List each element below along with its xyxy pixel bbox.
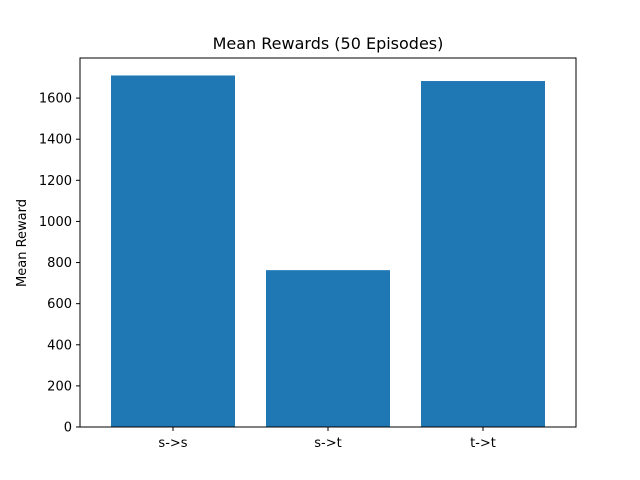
y-tick-label: 200 [47,379,72,394]
y-tick-label: 400 [47,338,72,353]
x-tick-label: t->t [470,436,496,451]
y-tick-label: 1000 [39,215,72,230]
x-tick-label: s->s [158,436,187,451]
bar-s->s [111,75,235,427]
x-tick-label: s->t [314,436,341,451]
y-tick-label: 0 [64,421,72,436]
bar-s->t [266,270,390,427]
y-tick-label: 800 [47,256,72,271]
axes-layer: 0 200 400 600 800 1000 1200 1400 1600 s->s s->t t->… [39,57,577,451]
y-tick-label: 600 [47,297,72,312]
bars-layer [111,75,545,427]
bar-t->t [421,81,545,427]
y-axis-label: Mean Reward [15,199,30,287]
y-tick-label: 1200 [39,174,72,189]
y-tick-label: 1600 [39,92,72,107]
y-tick-label: 1400 [39,133,72,148]
chart-title: Mean Rewards (50 Episodes) [213,34,444,53]
